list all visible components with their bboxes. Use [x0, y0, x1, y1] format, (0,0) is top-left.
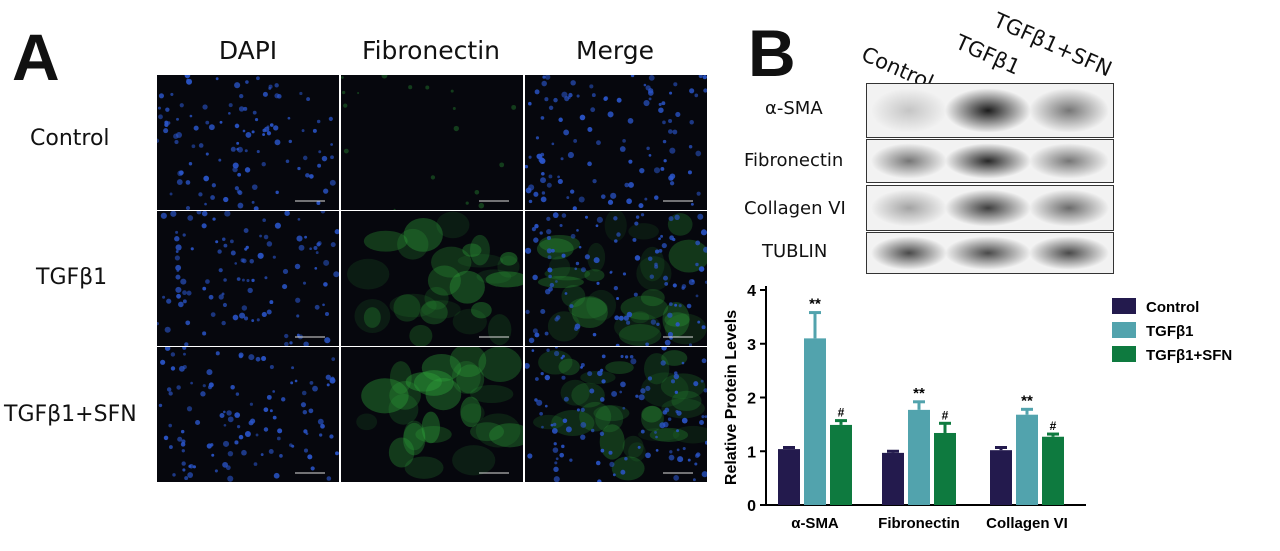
significance-mark: **	[809, 296, 821, 313]
y-tick-label: 1	[747, 444, 756, 461]
blot-band	[945, 88, 1031, 133]
panel-b-letter: B	[748, 16, 796, 90]
y-tick-label: 3	[747, 337, 756, 354]
blot-band	[945, 143, 1031, 179]
bar	[908, 409, 930, 505]
blot-label-collagen-vi: Collagen VI	[744, 198, 846, 219]
bar	[830, 424, 852, 505]
legend-label: Control	[1146, 299, 1199, 316]
blot-strip-collagen-vi	[866, 185, 1114, 231]
micrograph-control-dapi	[157, 75, 339, 210]
y-axis-label: Relative Protein Levels	[723, 310, 740, 485]
x-tick-label: α-SMA	[791, 515, 839, 532]
legend-swatch	[1112, 322, 1136, 338]
micrograph-tgfb1-sfn-fibronectin	[341, 347, 523, 482]
bar	[804, 338, 826, 505]
bar	[1042, 436, 1064, 505]
significance-mark: #	[1050, 419, 1057, 433]
row-label-control: Control	[30, 126, 110, 151]
bar	[1016, 414, 1038, 505]
blot-band	[871, 88, 947, 133]
micrograph-control-fibronectin	[341, 75, 523, 210]
micrograph-tgfb1-merge	[525, 211, 707, 346]
significance-mark: #	[838, 406, 845, 420]
blot-band	[871, 236, 947, 270]
bar	[934, 432, 956, 505]
y-tick-label: 4	[747, 283, 756, 300]
column-header-dapi: DAPI	[218, 36, 278, 65]
significance-mark: #	[942, 408, 949, 422]
micrograph-tgfb1-sfn-dapi	[157, 347, 339, 482]
bar-chart: 0 1 2 3 4 Relative Protein Levels ** # α-SMA ** # F…	[723, 283, 1232, 532]
micrograph-tgfb1-fibronectin	[341, 211, 523, 346]
blot-strip-tublin	[866, 232, 1114, 274]
blot-band	[1029, 88, 1109, 133]
bar	[990, 450, 1012, 505]
blot-label-fibronectin: Fibronectin	[744, 150, 844, 171]
blot-band	[871, 189, 947, 227]
significance-mark: **	[913, 385, 925, 402]
micrograph-control-merge	[525, 75, 707, 210]
blot-strip-asma	[866, 83, 1114, 138]
blot-label-tublin: TUBLIN	[762, 241, 828, 262]
bar	[882, 452, 904, 505]
bar	[778, 449, 800, 505]
micrograph-tgfb1-dapi	[157, 211, 339, 346]
y-tick-label: 2	[747, 391, 756, 408]
column-header-fibronectin: Fibronectin	[362, 36, 500, 65]
significance-mark: **	[1021, 392, 1033, 409]
row-label-tgfb1-sfn: TGFβ1+SFN	[4, 402, 137, 427]
blot-band	[871, 143, 947, 179]
legend-swatch	[1112, 346, 1136, 362]
blot-band	[1029, 143, 1109, 179]
x-tick-label: Fibronectin	[878, 515, 960, 532]
row-label-tgfb1: TGFβ1	[36, 265, 108, 290]
micrograph-tgfb1-sfn-merge	[525, 347, 707, 482]
blot-band	[1029, 236, 1109, 270]
y-tick-label: 0	[747, 498, 756, 515]
panel-a-letter: A	[12, 20, 60, 94]
x-tick-label: Collagen VI	[986, 515, 1068, 532]
legend-swatch	[1112, 298, 1136, 314]
blot-label-asma: α-SMA	[765, 98, 823, 119]
legend-label: TGFβ1	[1146, 323, 1194, 340]
column-header-merge: Merge	[575, 36, 655, 65]
legend-label: TGFβ1+SFN	[1146, 347, 1232, 364]
blot-strip-fibronectin	[866, 139, 1114, 183]
blot-band	[945, 189, 1031, 227]
blot-band	[945, 236, 1031, 270]
blot-band	[1029, 189, 1109, 227]
